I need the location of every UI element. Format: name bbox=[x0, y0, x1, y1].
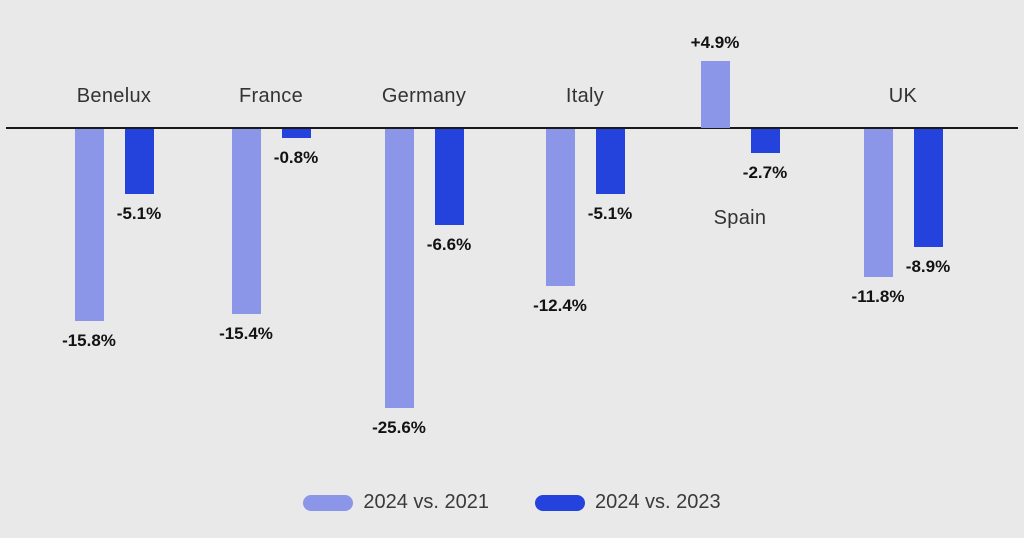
value-label-2024-vs-2023-benelux: -5.1% bbox=[116, 204, 162, 223]
value-label-2024-vs-2023-uk: -8.9% bbox=[905, 257, 951, 276]
legend-label: 2024 vs. 2021 bbox=[363, 491, 489, 513]
category-label-spain: Spain bbox=[713, 207, 767, 229]
bar-2024-vs-2021-benelux bbox=[75, 129, 104, 321]
value-label-2024-vs-2021-spain: +4.9% bbox=[690, 33, 740, 52]
category-label-france: France bbox=[238, 85, 304, 107]
category-label-uk: UK bbox=[888, 85, 918, 107]
value-label-2024-vs-2021-france: -15.4% bbox=[219, 324, 273, 343]
legend-swatch-icon bbox=[303, 494, 354, 511]
zero-axis-line bbox=[6, 127, 1018, 129]
value-label-2024-vs-2023-italy: -5.1% bbox=[587, 204, 633, 223]
value-label-2024-vs-2021-germany: -25.6% bbox=[372, 418, 426, 437]
category-label-benelux: Benelux bbox=[76, 85, 152, 107]
legend-item-2024-vs-2021: 2024 vs. 2021 bbox=[303, 491, 489, 514]
bar-2024-vs-2021-germany bbox=[385, 129, 414, 408]
bar-2024-vs-2023-uk bbox=[914, 129, 943, 247]
bar-2024-vs-2021-italy bbox=[546, 129, 575, 286]
value-label-2024-vs-2023-spain: -2.7% bbox=[742, 163, 788, 182]
category-label-italy: Italy bbox=[565, 85, 605, 107]
value-label-2024-vs-2021-italy: -12.4% bbox=[533, 296, 587, 315]
bar-2024-vs-2021-spain bbox=[701, 61, 730, 128]
bar-2024-vs-2021-uk bbox=[864, 129, 893, 277]
value-label-2024-vs-2023-france: -0.8% bbox=[273, 148, 319, 167]
value-label-2024-vs-2021-uk: -11.8% bbox=[851, 287, 905, 306]
value-label-2024-vs-2023-germany: -6.6% bbox=[426, 235, 472, 254]
legend-label: 2024 vs. 2023 bbox=[595, 491, 721, 513]
bar-2024-vs-2021-france bbox=[232, 129, 261, 314]
value-label-2024-vs-2021-benelux: -15.8% bbox=[62, 331, 116, 350]
chart-legend: 2024 vs. 2021 2024 vs. 2023 bbox=[0, 491, 1024, 514]
legend-swatch-icon bbox=[535, 494, 585, 511]
bar-2024-vs-2023-italy bbox=[596, 129, 625, 194]
bar-2024-vs-2023-benelux bbox=[125, 129, 154, 194]
category-label-germany: Germany bbox=[381, 85, 467, 107]
bar-2024-vs-2023-spain bbox=[751, 129, 780, 153]
bar-2024-vs-2023-germany bbox=[435, 129, 464, 225]
legend-item-2024-vs-2023: 2024 vs. 2023 bbox=[535, 491, 721, 514]
bar-2024-vs-2023-france bbox=[282, 129, 311, 138]
